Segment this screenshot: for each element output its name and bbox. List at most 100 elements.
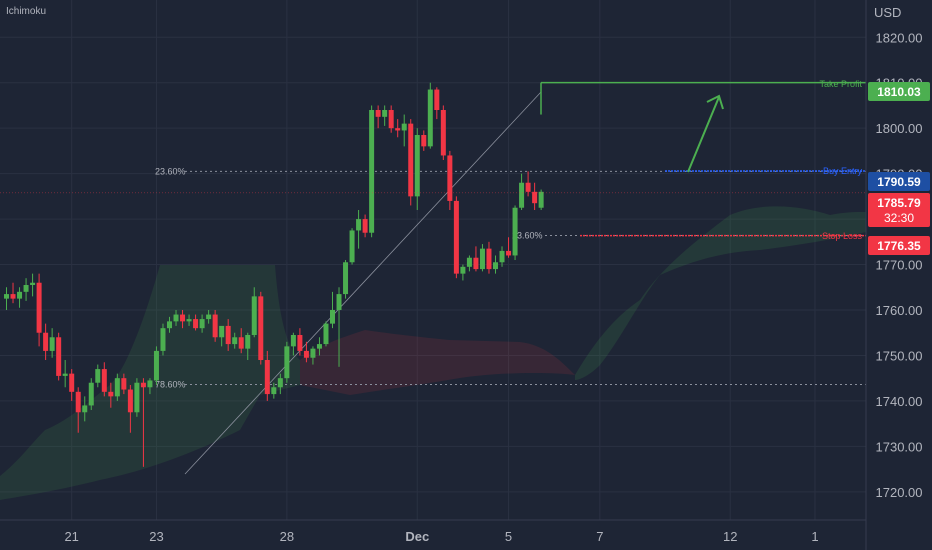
fib-label: 78.60% — [155, 380, 186, 390]
indicator-label: Ichimoku — [6, 6, 46, 17]
candle-body — [434, 89, 440, 110]
y-tick-label: 1770.00 — [876, 258, 923, 273]
fib-label: 23.60% — [155, 166, 186, 176]
candle-body — [75, 391, 81, 413]
y-tick-label: 1720.00 — [876, 485, 923, 500]
candle-body — [460, 266, 466, 274]
candle-body — [56, 337, 62, 376]
trade-levels — [0, 81, 866, 237]
candle-body — [401, 123, 407, 131]
candle-body — [427, 89, 433, 147]
currency-label: USD — [874, 5, 901, 20]
candle-body — [453, 200, 459, 274]
candles — [4, 82, 544, 467]
candle-body — [349, 230, 355, 263]
candle-body — [180, 314, 186, 322]
candle-body — [186, 319, 192, 322]
candle-body — [512, 207, 518, 256]
candle-body — [375, 110, 381, 117]
candle-body — [245, 335, 251, 349]
x-tick-label: Dec — [405, 529, 429, 544]
candle-body — [121, 378, 127, 390]
x-tick-label: 5 — [505, 529, 512, 544]
candle-body — [466, 257, 472, 267]
candle-body — [382, 110, 388, 117]
candle-body — [193, 319, 199, 329]
y-tick-label: 1760.00 — [876, 303, 923, 318]
current-price-value: 1785.79 — [877, 196, 921, 210]
stop-loss-label: Stop Loss — [822, 231, 863, 241]
candle-body — [316, 344, 322, 349]
projection-arrow-shaft — [687, 96, 720, 173]
candle-body — [10, 294, 16, 299]
fibonacci-levels: 23.60% 23.60% 78.60% — [155, 91, 866, 475]
candle-body — [95, 369, 101, 383]
buy-entry-label: Buy Entry — [823, 166, 863, 176]
candle-body — [43, 332, 49, 351]
candle-body — [356, 219, 362, 231]
candle-body — [140, 382, 146, 388]
candle-body — [147, 380, 153, 388]
candle-body — [493, 262, 498, 270]
candle-body — [532, 191, 538, 204]
stop-loss-value: 1776.35 — [877, 239, 921, 253]
y-tick-label: 1820.00 — [876, 30, 923, 45]
candle-body — [62, 373, 68, 376]
candle-body — [173, 314, 179, 322]
candle-body — [88, 382, 94, 406]
candle-body — [69, 373, 75, 392]
candle-body — [258, 296, 264, 360]
y-tick-label: 1800.00 — [876, 121, 923, 136]
candle-body — [17, 291, 23, 299]
candle-body — [206, 314, 212, 320]
candle-body — [330, 310, 335, 324]
candle-body — [421, 135, 427, 147]
candle-body — [479, 248, 485, 270]
y-tick-label: 1740.00 — [876, 394, 923, 409]
candle-body — [323, 323, 329, 345]
candle-body — [362, 219, 368, 233]
x-tick-label: 7 — [596, 529, 603, 544]
take-profit-tag[interactable]: 1810.03 — [868, 82, 930, 101]
candle-body — [232, 337, 238, 345]
countdown-timer: 32:30 — [884, 211, 914, 225]
candle-body — [290, 335, 296, 347]
x-tick-label: 1 — [811, 529, 818, 544]
candle-body — [297, 335, 303, 351]
candle-body — [114, 378, 120, 397]
candle-body — [284, 346, 290, 379]
candle-body — [36, 282, 42, 333]
candle-body — [199, 319, 205, 329]
buy-entry-tag[interactable]: 1790.59 — [868, 172, 930, 191]
candle-body — [108, 391, 114, 397]
candle-body — [277, 378, 283, 388]
candle-body — [388, 110, 394, 129]
candle-body — [264, 360, 270, 395]
candle-body — [134, 382, 140, 413]
candle-body — [447, 155, 453, 201]
candle-body — [212, 314, 218, 338]
candle-body — [369, 110, 375, 233]
take-profit-value: 1810.03 — [877, 85, 921, 99]
candle-body — [30, 282, 36, 285]
candle-body — [519, 182, 525, 208]
candle-body — [336, 294, 342, 310]
x-tick-label: 12 — [723, 529, 737, 544]
candle-body — [127, 389, 133, 413]
candle-body — [499, 250, 505, 263]
candle-body — [160, 328, 166, 351]
candle-body — [153, 350, 159, 381]
candle-body — [343, 262, 349, 295]
x-axis: 21 23 28 Dec 5 7 12 1 — [0, 519, 866, 544]
stop-loss-tag[interactable]: 1776.35 — [868, 236, 930, 255]
candle-body — [506, 250, 512, 256]
candle-body — [525, 182, 531, 192]
candle-body — [271, 387, 277, 395]
projection-arrow-head — [706, 94, 724, 110]
cloud-green-right — [575, 206, 866, 380]
current-price-tag[interactable]: 1785.79 32:30 — [868, 193, 930, 227]
candle-body — [82, 405, 88, 413]
fib-label: 23.60% — [512, 230, 543, 240]
